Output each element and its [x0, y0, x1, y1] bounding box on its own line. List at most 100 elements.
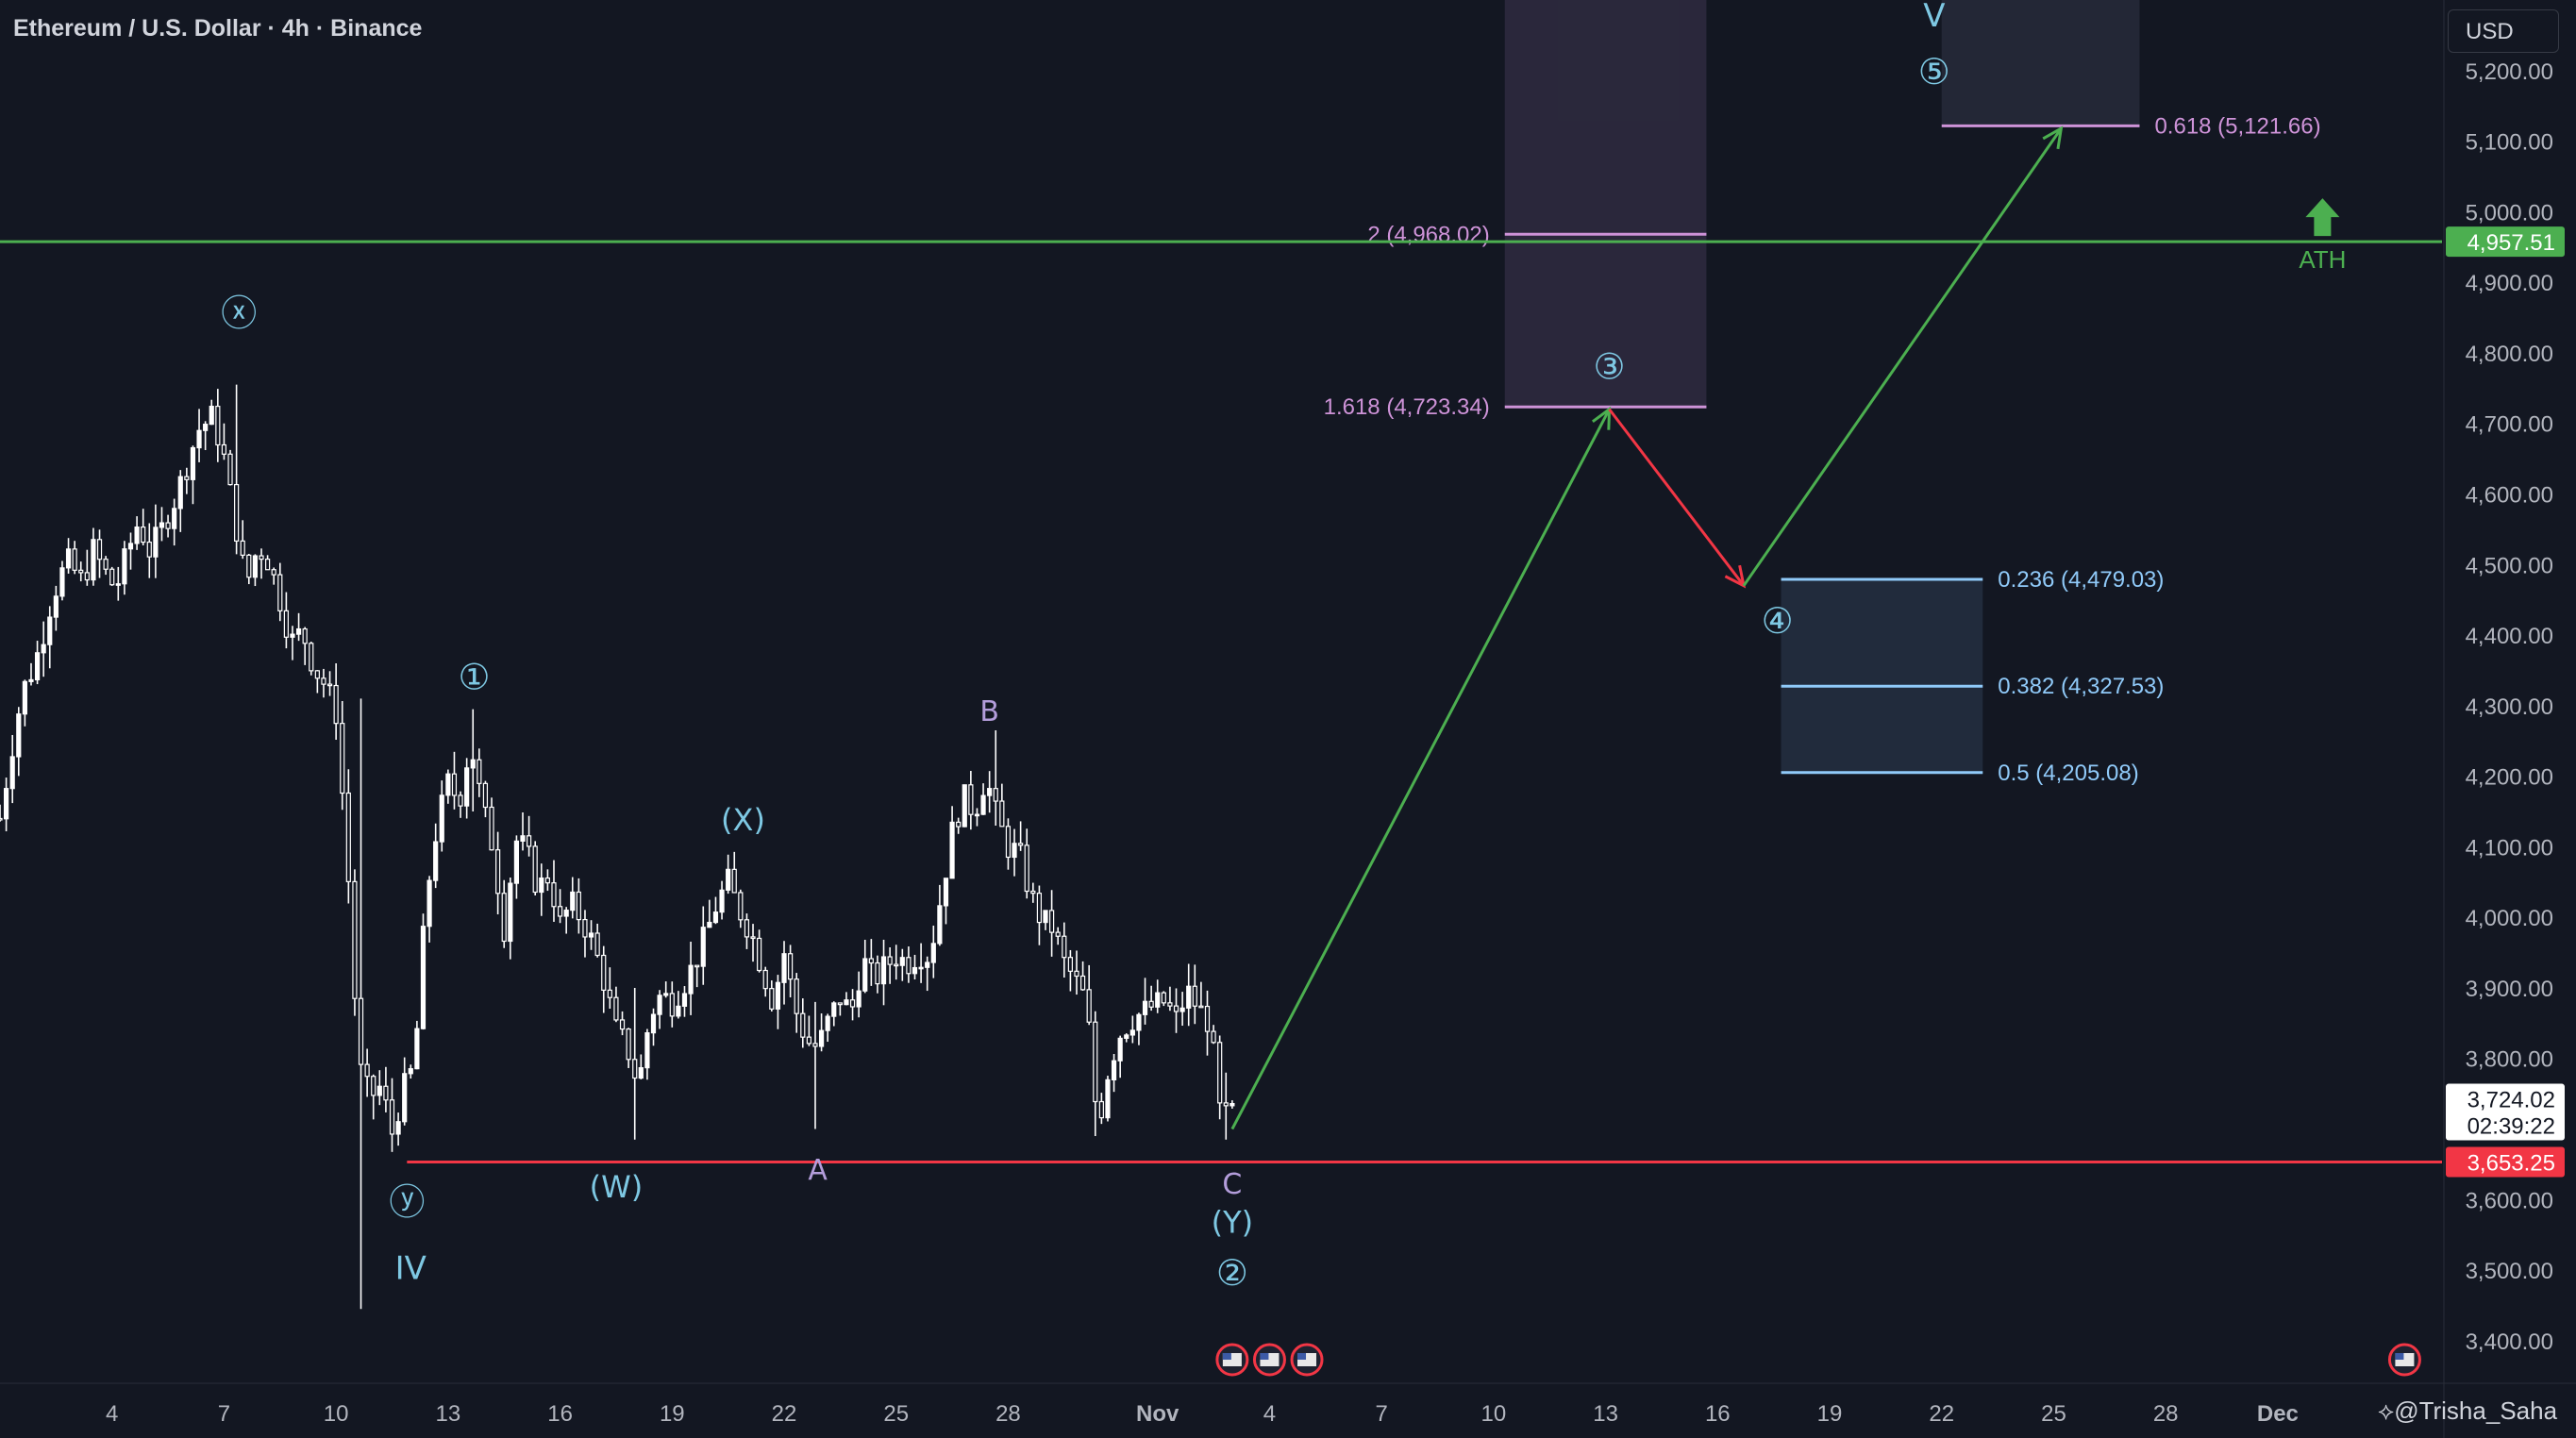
time-tick-label: 13 — [436, 1401, 461, 1427]
ath-price-badge-label: 4,957.51 — [2467, 230, 2555, 256]
candle-body — [937, 905, 943, 945]
candle-body — [638, 1067, 644, 1079]
candle-body — [252, 555, 259, 578]
candle-body — [775, 981, 781, 1010]
candle-body — [1179, 1007, 1185, 1012]
candle-body — [644, 1032, 650, 1069]
candle-body — [295, 627, 302, 635]
candle-body — [28, 678, 34, 682]
candle-body — [794, 978, 799, 1014]
candle-body — [333, 684, 339, 725]
candle-body — [862, 958, 868, 992]
candle-body — [1049, 910, 1055, 933]
projection-layer — [1230, 125, 2064, 1130]
author-watermark: ⟡@Trisha_Saha — [2378, 1396, 2557, 1427]
candle-body — [626, 1028, 631, 1061]
price-axis[interactable]: 5,200.00 5,100.00 5,000.00 4,900.00 4,800.00… — [2443, 0, 2565, 1438]
wave-label: IV — [395, 1250, 427, 1288]
candle-body — [588, 932, 594, 938]
price-tick-label: 3,500.00 — [2466, 1259, 2553, 1284]
time-tick-label: 7 — [1375, 1401, 1387, 1427]
candle-body — [632, 1059, 638, 1079]
candle-body — [825, 1015, 830, 1031]
wave-labels-layer: ⓧ ⓨ IV ① (W) (X) A B C(Y) ② ③ ④ ⑤ V — [221, 0, 1950, 1294]
candle-body — [1043, 910, 1048, 924]
candle-body — [184, 476, 190, 480]
candle-body — [395, 1121, 401, 1135]
candle-body — [837, 1002, 843, 1006]
candle-body — [532, 845, 538, 894]
candle-body — [694, 964, 700, 968]
candle-body — [1155, 992, 1161, 1008]
wave-label: A — [808, 1154, 828, 1187]
candle-body — [53, 595, 59, 618]
time-tick-label: 19 — [660, 1401, 685, 1427]
candle-body — [744, 919, 750, 938]
candle-body — [283, 610, 289, 638]
candle-body — [1086, 989, 1092, 1023]
candle-body — [738, 892, 744, 921]
candle-body — [1198, 1005, 1204, 1009]
currency-button[interactable]: USD — [2448, 9, 2559, 53]
candle-body — [930, 943, 936, 963]
candle-body — [681, 993, 688, 1007]
candle-body — [570, 891, 576, 911]
candle-body — [72, 548, 77, 571]
candle-body — [482, 782, 489, 809]
candle-body — [1098, 1100, 1104, 1119]
candle-body — [41, 644, 46, 654]
candle-body — [1024, 844, 1029, 893]
fib-level-label: 0.618 (5,121.66) — [2154, 113, 2320, 139]
price-tick-label: 3,900.00 — [2466, 977, 2553, 1002]
candle-body — [726, 868, 731, 891]
candle-body — [190, 446, 196, 480]
candle-body — [371, 1076, 376, 1096]
candle-body — [464, 767, 470, 807]
candle-body — [875, 961, 880, 985]
candle-body — [1111, 1060, 1117, 1080]
us-flag-canton-icon — [1297, 1353, 1307, 1360]
candle-body — [676, 1005, 681, 1017]
candle-body — [712, 911, 719, 924]
candle-body — [1167, 1002, 1173, 1007]
candle-body — [177, 476, 183, 510]
wave-label: ② — [1216, 1252, 1248, 1294]
candle-body — [949, 821, 955, 879]
wave-label: (Y) — [1212, 1204, 1254, 1240]
time-tick-label: 4 — [106, 1401, 118, 1427]
candle-body — [165, 522, 171, 529]
candle-body — [127, 543, 134, 550]
fib-level-label: 1.618 (4,723.34) — [1324, 394, 1490, 420]
candle-body — [78, 569, 84, 574]
candle-body — [302, 627, 308, 644]
candle-body — [781, 953, 787, 983]
candle-body — [582, 918, 588, 938]
candle-body — [141, 527, 146, 543]
candle-body — [1186, 985, 1192, 1009]
support-price-badge — [2446, 1146, 2565, 1178]
candle-body — [352, 880, 358, 999]
time-tick-label: 19 — [1817, 1401, 1843, 1427]
candle-body — [844, 999, 849, 1006]
candle-body — [172, 508, 177, 529]
projection-segment — [1608, 408, 1746, 587]
candle-body — [818, 1029, 825, 1047]
time-axis[interactable]: 4 7 10 13 16 19 22 25 28 Nov 4 7 10 13 16 19 22 25 28 Dec — [0, 1382, 2576, 1427]
candle-body — [451, 773, 458, 796]
candle-body — [290, 633, 295, 638]
candle-body — [993, 788, 998, 802]
candle-body — [925, 961, 930, 968]
candle-body — [340, 723, 345, 794]
candle-body — [999, 800, 1005, 828]
candle-body — [619, 1019, 626, 1030]
candle-body — [227, 453, 233, 486]
time-tick-label: 28 — [995, 1401, 1021, 1427]
candle-body — [477, 759, 482, 784]
time-tick-label: 16 — [547, 1401, 573, 1427]
candle-body — [259, 555, 264, 560]
candle-body — [240, 540, 245, 556]
candle-body — [520, 835, 526, 842]
bar-countdown-label: 02:39:22 — [2467, 1114, 2555, 1140]
candle-body — [271, 569, 276, 576]
